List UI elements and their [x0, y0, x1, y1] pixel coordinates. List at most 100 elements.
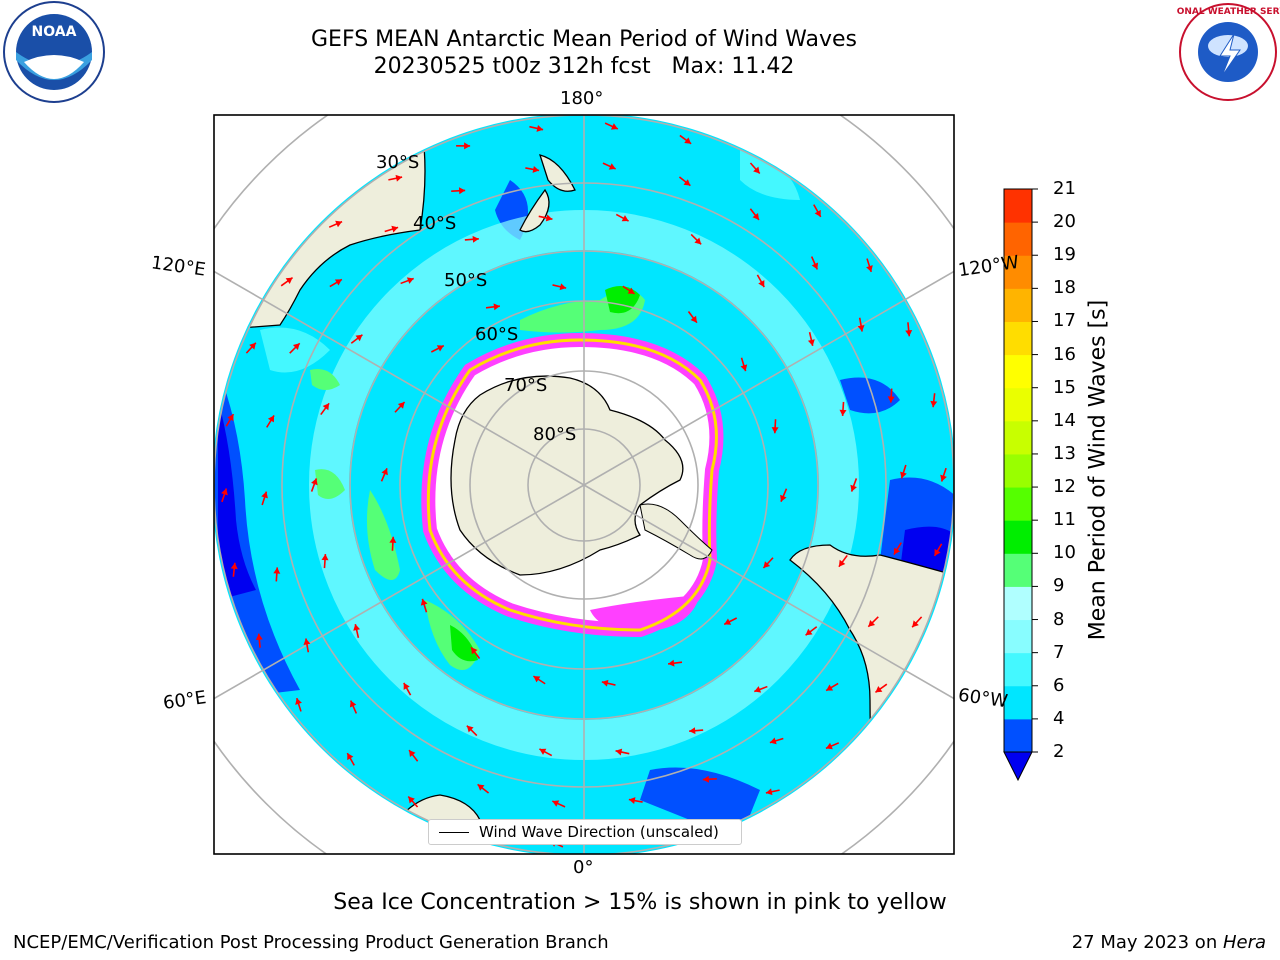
- wind-wave-arrow-head: [754, 686, 762, 693]
- wind-wave-arrow-head: [267, 415, 275, 423]
- wind-wave-arrow-head: [464, 142, 471, 150]
- wind-wave-arrow-head: [321, 554, 329, 561]
- wind-wave-arrow-head: [230, 562, 238, 570]
- wind-wave-arrow-head: [536, 124, 544, 132]
- very-short-period-region-west: [218, 400, 256, 600]
- wind-wave-arrow-head: [850, 484, 857, 492]
- lon-label-180: 180°: [560, 88, 604, 109]
- wind-wave-arrow-head: [409, 750, 416, 758]
- colorbar-tick-label: 10: [1053, 542, 1076, 564]
- nws-logo: NATIONAL WEATHER SERVICE: [1176, 3, 1280, 101]
- wind-wave-arrow-head: [805, 628, 813, 636]
- colorbar-tick-label: 14: [1053, 409, 1076, 431]
- colorbar-tick-label: 4: [1053, 707, 1065, 729]
- legend-line-icon: [439, 832, 469, 833]
- wind-wave-arrows: [221, 122, 947, 848]
- wind-wave-arrow-head: [857, 324, 865, 332]
- antarctic-peninsula: [639, 503, 713, 560]
- colorbar-tick-label: 15: [1053, 376, 1076, 398]
- meridian-lines: [214, 115, 954, 854]
- wind-wave-arrow-head: [628, 797, 636, 805]
- lat-label-80s: 80°S: [533, 424, 577, 445]
- colorbar-segment: [1004, 652, 1032, 687]
- wind-wave-arrow-head: [261, 491, 268, 499]
- colorbar-label: Mean Period of Wind Waves [s]: [1085, 299, 1111, 641]
- colorbar-tick-label: 21: [1053, 178, 1076, 199]
- wind-wave-arrow-head: [601, 679, 609, 687]
- footer-machine: Hera: [1222, 932, 1266, 953]
- wind-wave-arrow-head: [295, 698, 302, 705]
- lat-label-30s: 30°S: [376, 152, 420, 173]
- short-period-patch-1: [840, 377, 900, 414]
- long-period-patch-2: [315, 469, 345, 499]
- wind-wave-arrow-head: [303, 638, 311, 646]
- wind-wave-arrow-head: [391, 225, 399, 233]
- wind-wave-arrow-head: [694, 237, 702, 245]
- wind-wave-arrow-head: [838, 559, 846, 567]
- wind-wave-arrow-head: [403, 682, 410, 690]
- wind-wave-arrow-head: [940, 474, 947, 482]
- wind-wave-arrow-head: [615, 748, 623, 756]
- wind-wave-arrow-head: [866, 265, 873, 272]
- lat-label-70s: 70°S: [504, 375, 548, 396]
- colorbar-segment: [1004, 453, 1032, 488]
- lat-label-60s: 60°S: [475, 324, 519, 345]
- wind-wave-arrow-head: [395, 174, 403, 182]
- wind-wave-arrow-head: [353, 624, 361, 631]
- wind-wave-arrow-head: [811, 262, 819, 270]
- colorbar-segment: [1004, 619, 1032, 654]
- colorbar-segment: [1004, 222, 1032, 256]
- wind-wave-arrow-head: [322, 403, 330, 411]
- wind-wave-arrow-head: [765, 788, 773, 796]
- sea-ice-note: Sea Ice Concentration > 15% is shown in …: [333, 890, 947, 915]
- wind-wave-arrow-head: [839, 409, 847, 416]
- colorbar-segment: [1004, 718, 1032, 753]
- medium-period-patch-2: [260, 327, 330, 373]
- long-period-patch-1: [310, 369, 340, 390]
- colorbar-tick-label: 2: [1053, 741, 1065, 762]
- wind-wave-arrow-head: [335, 220, 343, 228]
- wind-wave-arrow-head: [533, 676, 541, 683]
- wind-wave-arrow-head: [724, 618, 732, 625]
- wind-wave-arrow-head: [807, 339, 815, 346]
- colorbar-segment: [1004, 586, 1032, 621]
- wind-wave-arrow-head: [875, 686, 883, 693]
- wind-wave-arrow-head: [559, 283, 567, 291]
- wind-wave-arrow-head: [905, 329, 913, 337]
- colorbar-extend-triangle: [1003, 751, 1033, 782]
- wind-wave-arrow-head: [702, 775, 710, 783]
- footer-date-text: 27 May 2023 on: [1071, 932, 1223, 953]
- wind-wave-arrow-head: [690, 315, 697, 323]
- wind-wave-arrow-head: [627, 287, 635, 294]
- wind-wave-arrow-head: [912, 620, 919, 628]
- colorbar-segment: [1004, 288, 1032, 322]
- wind-wave-arrow-head: [740, 364, 748, 372]
- wind-wave-arrow-head: [893, 547, 901, 555]
- colorbar-segment: [1004, 387, 1032, 422]
- longer-period-patch-southwest: [450, 625, 478, 662]
- wind-wave-arrow-head: [493, 303, 500, 311]
- noaa-logo: NOAA: [3, 1, 105, 103]
- map-frame: [213, 114, 955, 855]
- legend-label: Wind Wave Direction (unscaled): [479, 823, 719, 841]
- colorbar-tick-label: 11: [1053, 509, 1076, 531]
- wind-wave-arrow-head: [758, 280, 765, 288]
- chart-title: GEFS MEAN Antarctic Mean Period of Wind …: [311, 27, 857, 52]
- lon-label-0: 0°: [573, 857, 594, 878]
- wind-wave-arrow-head: [608, 163, 616, 170]
- medium-period-patch-1: [740, 150, 800, 200]
- wind-wave-arrow-head: [610, 123, 618, 130]
- map-legend: Wind Wave Direction (unscaled): [428, 819, 742, 845]
- long-period-patch-west: [366, 490, 400, 580]
- wind-wave-arrow-head: [683, 179, 691, 186]
- wind-wave-arrow-head: [753, 166, 760, 174]
- colorbar-segment: [1004, 553, 1032, 587]
- colorbar-outline: [1003, 188, 1033, 753]
- wind-wave-arrow-head: [273, 567, 281, 574]
- colorbar-segment: [1004, 255, 1032, 289]
- new-zealand-south-island: [519, 188, 550, 233]
- svg-text:NOAA: NOAA: [32, 24, 77, 40]
- colorbar-segment: [1004, 420, 1032, 455]
- wind-wave-arrow-head: [477, 784, 485, 791]
- colorbar-segment: [1004, 354, 1032, 389]
